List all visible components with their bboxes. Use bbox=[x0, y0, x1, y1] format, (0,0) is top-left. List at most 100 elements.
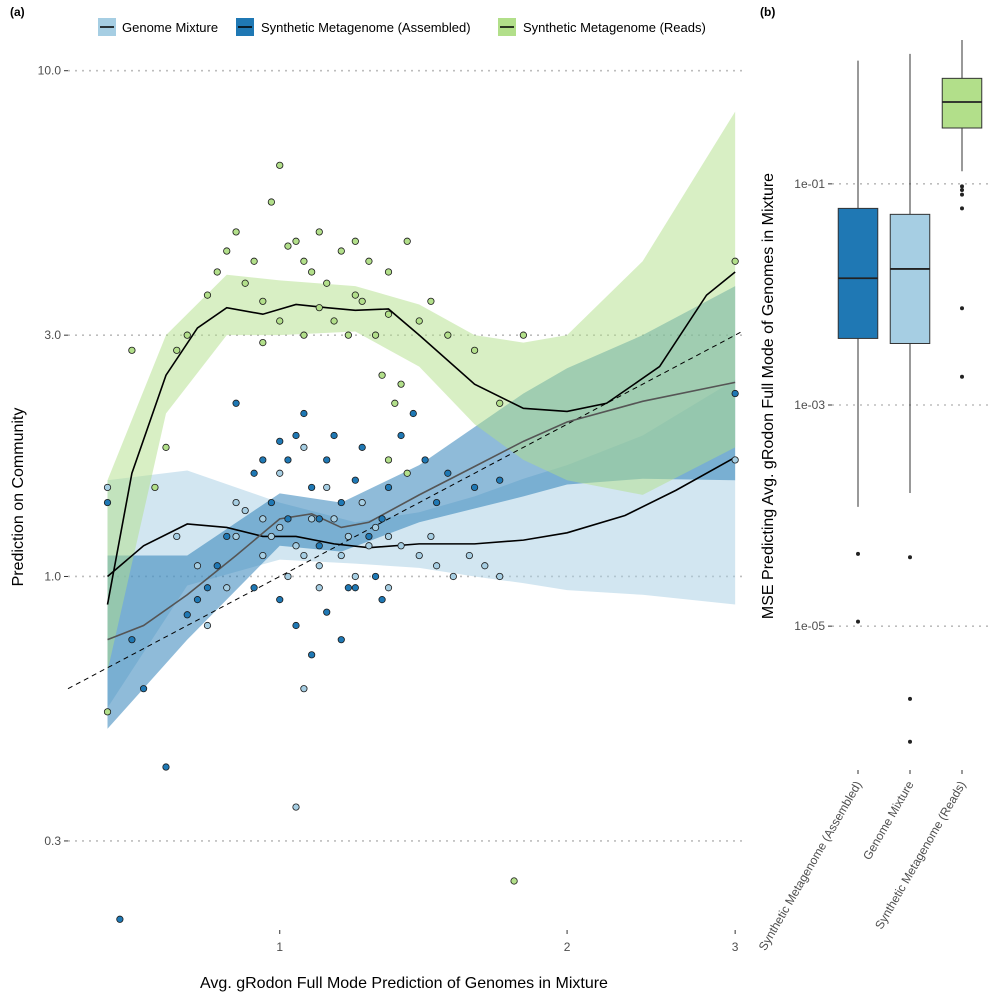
point-synthetic-metagenome-assembled-36 bbox=[276, 596, 284, 604]
box-1-outlier-2 bbox=[908, 739, 912, 744]
point-synthetic-metagenome-reads-22 bbox=[337, 247, 345, 255]
identity-line bbox=[67, 331, 743, 690]
point-synthetic-metagenome-reads-6 bbox=[203, 291, 212, 299]
point-genome-mixture-35 bbox=[337, 551, 345, 560]
legend-label-genome-mixture: Genome Mixture bbox=[122, 20, 218, 35]
point-genome-mixture-15 bbox=[415, 551, 423, 560]
point-genome-mixture-22 bbox=[276, 469, 284, 477]
point-synthetic-metagenome-reads-21 bbox=[330, 317, 338, 325]
point-synthetic-metagenome-assembled-1 bbox=[128, 636, 136, 644]
fit-synthetic-metagenome-reads bbox=[106, 271, 736, 605]
point-synthetic-metagenome-assembled-24 bbox=[358, 443, 366, 451]
point-synthetic-metagenome-assembled-27 bbox=[378, 596, 386, 604]
legend-label-reads: Synthetic Metagenome (Reads) bbox=[523, 20, 706, 35]
fit-synthetic-metagenome-assembled bbox=[107, 381, 736, 641]
legend: Genome Mixture Synthetic Metagenome (Ass… bbox=[98, 18, 706, 36]
point-genome-mixture-21 bbox=[300, 443, 308, 451]
point-synthetic-metagenome-assembled-35 bbox=[496, 476, 504, 484]
a-ytick-label-1: 1.0 bbox=[44, 569, 61, 583]
box-1 bbox=[889, 53, 931, 744]
point-synthetic-metagenome-reads-19 bbox=[315, 228, 323, 236]
box-0-iqr bbox=[837, 207, 879, 339]
a-xtick-label-1: 2 bbox=[564, 940, 571, 954]
point-synthetic-metagenome-reads-31 bbox=[397, 380, 405, 388]
point-synthetic-metagenome-assembled-40 bbox=[337, 636, 345, 644]
point-genome-mixture-18 bbox=[465, 551, 473, 560]
point-genome-mixture-40 bbox=[731, 456, 739, 464]
point-genome-mixture-12 bbox=[371, 523, 380, 532]
point-synthetic-metagenome-assembled-39 bbox=[323, 608, 331, 616]
b-xtick-label-1: Genome Mixture bbox=[860, 778, 917, 862]
point-synthetic-metagenome-reads-12 bbox=[259, 297, 267, 305]
b-xtick-label-0: Synthetic Metagenome (Assembled) bbox=[756, 779, 865, 954]
box-2-iqr bbox=[941, 77, 983, 129]
b-y-axis-title: MSE Predicting Avg. gRodon Full Mode of … bbox=[760, 173, 777, 619]
b-xtick-label-2: Synthetic Metagenome (Reads) bbox=[872, 778, 969, 931]
point-synthetic-metagenome-reads-24 bbox=[351, 237, 359, 245]
point-synthetic-metagenome-assembled-9 bbox=[232, 399, 240, 407]
box-0-outlier-0 bbox=[856, 551, 860, 556]
b-ytick-label-1: 1e-03 bbox=[794, 398, 825, 412]
point-synthetic-metagenome-assembled-11 bbox=[259, 456, 267, 464]
a-ytick-label-0: 0.3 bbox=[44, 834, 61, 848]
point-synthetic-metagenome-reads-42 bbox=[731, 257, 739, 265]
b-ytick-label-2: 1e-01 bbox=[794, 177, 825, 191]
point-synthetic-metagenome-reads-37 bbox=[496, 399, 504, 407]
point-synthetic-metagenome-assembled-4 bbox=[183, 611, 191, 619]
a-confidence-bands bbox=[107, 111, 736, 729]
point-genome-mixture-1 bbox=[232, 498, 240, 507]
point-synthetic-metagenome-assembled-28 bbox=[384, 483, 393, 492]
point-genome-mixture-8 bbox=[315, 562, 323, 570]
point-genome-mixture-3 bbox=[241, 506, 249, 515]
point-synthetic-metagenome-assembled-5 bbox=[193, 596, 202, 604]
point-synthetic-metagenome-reads-13 bbox=[267, 198, 275, 206]
point-synthetic-metagenome-reads-32 bbox=[403, 237, 411, 245]
point-genome-mixture-31 bbox=[300, 685, 308, 693]
point-synthetic-metagenome-reads-26 bbox=[365, 257, 373, 265]
panel-b-label: (b) bbox=[760, 5, 775, 19]
point-synthetic-metagenome-assembled-44 bbox=[284, 515, 292, 523]
a-ytick-label-2: 3.0 bbox=[44, 328, 61, 342]
band-synthetic-metagenome-reads bbox=[107, 111, 736, 672]
point-synthetic-metagenome-assembled-20 bbox=[330, 431, 338, 440]
point-genome-mixture-30 bbox=[384, 584, 393, 592]
point-genome-mixture-32 bbox=[292, 803, 300, 811]
a-y-axis-title: Prediction on Community bbox=[10, 408, 27, 587]
point-genome-mixture-0 bbox=[103, 483, 112, 492]
point-synthetic-metagenome-reads-23 bbox=[344, 331, 352, 339]
point-synthetic-metagenome-reads-3 bbox=[162, 443, 170, 451]
a-axes: 0.3 1.0 3.0 10.0 1 2 3 bbox=[38, 64, 739, 954]
box-2-outlier-0 bbox=[960, 184, 964, 189]
box-2-outlier-1 bbox=[960, 187, 964, 192]
point-synthetic-metagenome-reads-43 bbox=[276, 317, 284, 325]
point-synthetic-metagenome-assembled-29 bbox=[397, 431, 405, 440]
point-synthetic-metagenome-reads-44 bbox=[315, 304, 323, 312]
point-synthetic-metagenome-assembled-13 bbox=[276, 437, 284, 445]
point-synthetic-metagenome-assembled-0 bbox=[103, 498, 112, 507]
a-xtick-label-2: 3 bbox=[732, 940, 739, 954]
a-points bbox=[103, 161, 739, 923]
point-synthetic-metagenome-assembled-10 bbox=[250, 469, 258, 477]
a-xtick-label-0: 1 bbox=[276, 940, 283, 954]
point-genome-mixture-27 bbox=[223, 584, 231, 592]
point-synthetic-metagenome-reads-29 bbox=[384, 268, 393, 276]
panel-a-label: (a) bbox=[10, 5, 25, 19]
point-genome-mixture-7 bbox=[300, 551, 308, 560]
point-synthetic-metagenome-assembled-8 bbox=[223, 532, 231, 541]
point-synthetic-metagenome-assembled-6 bbox=[203, 584, 212, 592]
point-synthetic-metagenome-reads-15 bbox=[284, 242, 292, 250]
point-genome-mixture-36 bbox=[365, 542, 373, 550]
point-genome-mixture-13 bbox=[384, 532, 393, 541]
point-synthetic-metagenome-reads-41 bbox=[510, 877, 518, 885]
point-synthetic-metagenome-assembled-47 bbox=[116, 915, 124, 923]
box-1-outlier-1 bbox=[908, 696, 912, 701]
point-genome-mixture-38 bbox=[193, 562, 202, 570]
a-ytick-label-3: 10.0 bbox=[38, 64, 62, 78]
point-genome-mixture-20 bbox=[496, 572, 504, 581]
boxplot-panel: 1e-05 1e-03 1e-01 Synthetic Metagenome (Ass… bbox=[756, 40, 988, 953]
point-genome-mixture-23 bbox=[323, 483, 331, 492]
point-synthetic-metagenome-assembled-22 bbox=[344, 584, 352, 592]
point-synthetic-metagenome-assembled-14 bbox=[284, 456, 292, 464]
point-synthetic-metagenome-assembled-38 bbox=[308, 651, 316, 659]
point-synthetic-metagenome-assembled-37 bbox=[292, 621, 300, 630]
